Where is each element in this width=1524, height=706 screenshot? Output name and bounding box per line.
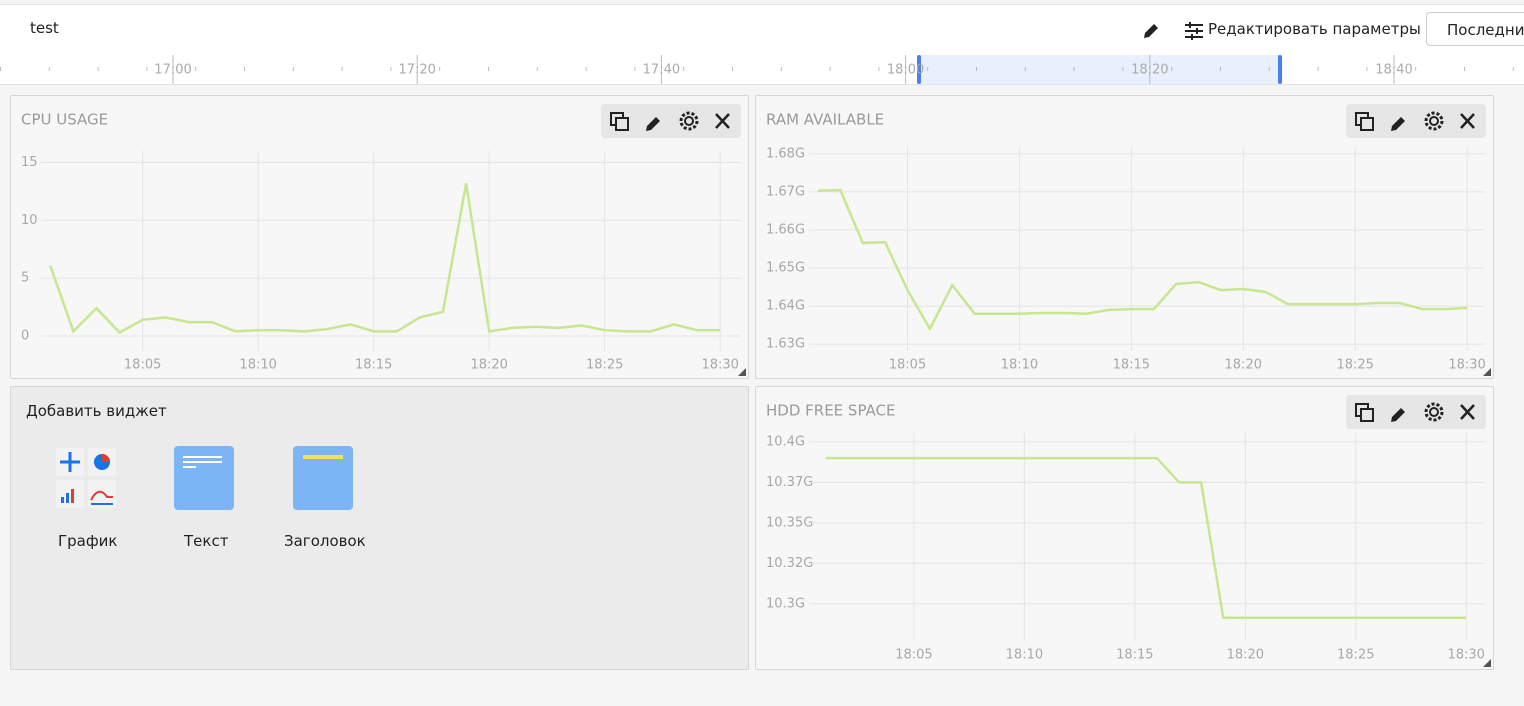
toolbar-icon[interactable] — [601, 104, 741, 138]
x-tick-label: 18:20 — [1225, 358, 1262, 373]
selection-handle[interactable] — [1278, 55, 1282, 84]
x-tick-label: 18:05 — [889, 358, 926, 373]
toolbar-icon[interactable] — [679, 111, 699, 131]
x-tick-label: 18:10 — [1001, 358, 1038, 373]
edit-icon[interactable] — [1140, 20, 1162, 42]
x-tick-label: 18:25 — [1337, 648, 1374, 663]
x-tick-label: 18:20 — [1227, 648, 1264, 663]
x-tick-label: 18:15 — [355, 358, 392, 373]
timeline-label: 17:00 — [154, 63, 191, 78]
x-tick-label: 18:10 — [1006, 648, 1043, 663]
x-tick-label: 18:30 — [1448, 358, 1485, 373]
widget-toolbar[interactable] — [1346, 395, 1486, 429]
widget-option[interactable]: График — [58, 532, 118, 550]
toolbar-icon[interactable] — [1360, 408, 1374, 422]
chart-title: HDD FREE SPACE — [766, 402, 895, 420]
x-tick-label: 18:15 — [1116, 648, 1153, 663]
add-widget-panel: Добавить виджет График Текст Заголовок — [10, 386, 749, 670]
timeline-label: 17:40 — [643, 63, 680, 78]
toolbar-icon[interactable] — [1391, 117, 1405, 131]
y-tick-label: 1.64G — [766, 299, 805, 314]
y-tick-label: 10.4G — [766, 434, 805, 449]
y-tick-label: 10.3G — [766, 596, 805, 611]
data-line — [825, 456, 1467, 619]
chart-widget-icon[interactable] — [51, 445, 121, 515]
resize-handle — [738, 368, 746, 376]
y-tick-label: 1.63G — [766, 337, 805, 352]
toolbar-icon[interactable] — [1346, 104, 1486, 138]
toolbar-icon[interactable] — [1346, 395, 1486, 429]
params-icon[interactable] — [1184, 22, 1204, 40]
widget-toolbar[interactable] — [1346, 104, 1486, 138]
chart-title: RAM AVAILABLE — [766, 111, 884, 129]
resize-handle — [1483, 368, 1491, 376]
widget: HDD FREE SPACE 10.3G 10.32G 10.35G 10.37G 10.… — [755, 386, 1494, 670]
data-line — [817, 188, 1468, 332]
y-tick-label: 15 — [21, 155, 38, 170]
header-widget-icon[interactable] — [293, 446, 355, 512]
timeline-svg: 17:00 17:20 17:40 18:00 18:20 18:40 — [0, 55, 1514, 84]
timeline-label: 18:00 — [887, 63, 924, 78]
y-tick-label: 10.32G — [766, 556, 813, 571]
y-tick-label: 1.66G — [766, 222, 805, 237]
x-tick-label: 18:30 — [701, 358, 738, 373]
widget-option[interactable]: Текст — [184, 532, 229, 550]
y-tick-label: 0 — [21, 328, 29, 343]
y-tick-label: 10.35G — [766, 515, 813, 530]
chart: RAM AVAILABLE 1.63G 1.64G 1.65G 1.66G 1.67G 1.… — [766, 104, 1491, 376]
toolbar-icon[interactable] — [1460, 404, 1475, 420]
toolbar-icon[interactable] — [715, 113, 730, 129]
add-widget-title: Добавить виджет — [26, 402, 167, 420]
chart: CPU USAGE 0 5 10 15 18:05 18:10 18:15 18:20 18:25… — [21, 104, 746, 376]
toolbar-icon[interactable] — [1424, 111, 1444, 131]
widget: CPU USAGE 0 5 10 15 18:05 18:10 18:15 18:20 18:25… — [10, 95, 749, 379]
widget-toolbar[interactable] — [601, 104, 741, 138]
timeline-label: 17:20 — [398, 63, 435, 78]
x-tick-label: 18:05 — [124, 358, 161, 373]
resize-handle — [1483, 659, 1491, 667]
toolbar-icon[interactable] — [1460, 113, 1475, 129]
widget: RAM AVAILABLE 1.63G 1.64G 1.65G 1.66G 1.67G 1.… — [755, 95, 1494, 379]
y-tick-label: 1.65G — [766, 261, 805, 276]
selection-handle[interactable] — [917, 55, 921, 84]
y-tick-label: 1.68G — [766, 146, 805, 161]
dashboard-title: test — [30, 19, 59, 37]
header: test Редактировать параметры Последние — [0, 4, 1524, 56]
x-tick-label: 18:05 — [895, 648, 932, 663]
chart: HDD FREE SPACE 10.3G 10.32G 10.35G 10.37G 10.… — [766, 395, 1491, 667]
timeline-label: 18:20 — [1131, 63, 1168, 78]
x-tick-label: 18:20 — [470, 358, 507, 373]
timeline[interactable]: 17:00 17:20 17:40 18:00 18:20 18:40 — [0, 55, 1524, 85]
toolbar-icon[interactable] — [1429, 116, 1439, 126]
toolbar-icon[interactable] — [1424, 402, 1444, 422]
y-tick-label: 10 — [21, 213, 38, 228]
toolbar-icon[interactable] — [1360, 117, 1374, 131]
range-button[interactable]: Последние — [1426, 12, 1524, 46]
toolbar-icon[interactable] — [684, 116, 694, 126]
data-line — [49, 183, 721, 335]
x-tick-label: 18:10 — [239, 358, 276, 373]
x-tick-label: 18:25 — [586, 358, 623, 373]
toolbar-icon[interactable] — [1391, 408, 1405, 422]
x-tick-label: 18:25 — [1336, 358, 1373, 373]
y-tick-label: 10.37G — [766, 475, 813, 490]
x-tick-label: 18:30 — [1447, 648, 1484, 663]
y-tick-label: 1.67G — [766, 184, 805, 199]
toolbar-icon[interactable] — [646, 117, 660, 131]
timeline-label: 18:40 — [1375, 63, 1412, 78]
x-tick-label: 18:15 — [1113, 358, 1150, 373]
toolbar-icon[interactable] — [1429, 407, 1439, 417]
y-tick-label: 5 — [21, 271, 29, 286]
toolbar-icon[interactable] — [615, 117, 629, 131]
selection — [919, 55, 1280, 84]
widget-option[interactable]: Заголовок — [284, 532, 366, 550]
chart-title: CPU USAGE — [21, 111, 108, 129]
text-widget-icon[interactable] — [174, 446, 236, 512]
edit-params-button[interactable]: Редактировать параметры — [1208, 20, 1421, 38]
